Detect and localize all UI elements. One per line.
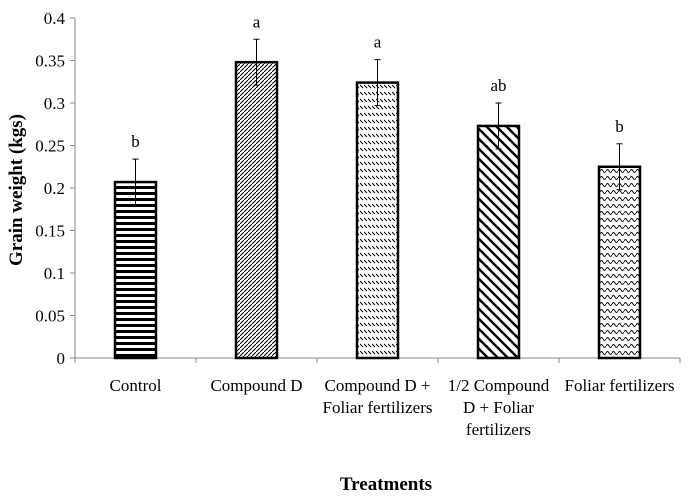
bar-horizontal-lines (113, 180, 158, 360)
x-axis-title: Treatments (340, 474, 432, 495)
x-tick-label: Foliar fertilizers (565, 376, 675, 395)
y-tick-label: 0.4 (44, 9, 66, 28)
bar-wide-diagonal (476, 124, 521, 360)
significance-letter: ab (490, 76, 506, 95)
y-tick-label: 0.05 (35, 307, 65, 326)
x-tick-label: 1/2 Compound (448, 376, 550, 395)
y-tick-label: 0.15 (35, 222, 65, 241)
x-tick-label: fertilizers (466, 420, 531, 439)
significance-letter: a (374, 33, 382, 52)
y-tick-label: 0 (57, 349, 66, 368)
x-tick-label: D + Foliar (463, 398, 534, 417)
y-tick-label: 0.2 (44, 179, 65, 198)
y-tick-label: 0.3 (44, 94, 65, 113)
bar-dashed-diagonal (355, 81, 400, 360)
bar-fine-diagonal (234, 60, 279, 360)
y-tick-label: 0.25 (35, 137, 65, 156)
x-tick-label: Compound D (210, 376, 302, 395)
x-tick-label: Compound D + (325, 376, 431, 395)
significance-letter: b (131, 132, 140, 151)
y-axis-title: Grain weight (kgs) (6, 114, 27, 266)
significance-letter: a (253, 12, 261, 31)
y-tick-label: 0.1 (44, 264, 65, 283)
x-tick-label: Foliar fertilizers (323, 398, 433, 417)
bar-wave (597, 165, 642, 360)
y-tick-label: 0.35 (35, 52, 65, 71)
significance-letter: b (615, 117, 624, 136)
x-tick-label: Control (110, 376, 162, 395)
